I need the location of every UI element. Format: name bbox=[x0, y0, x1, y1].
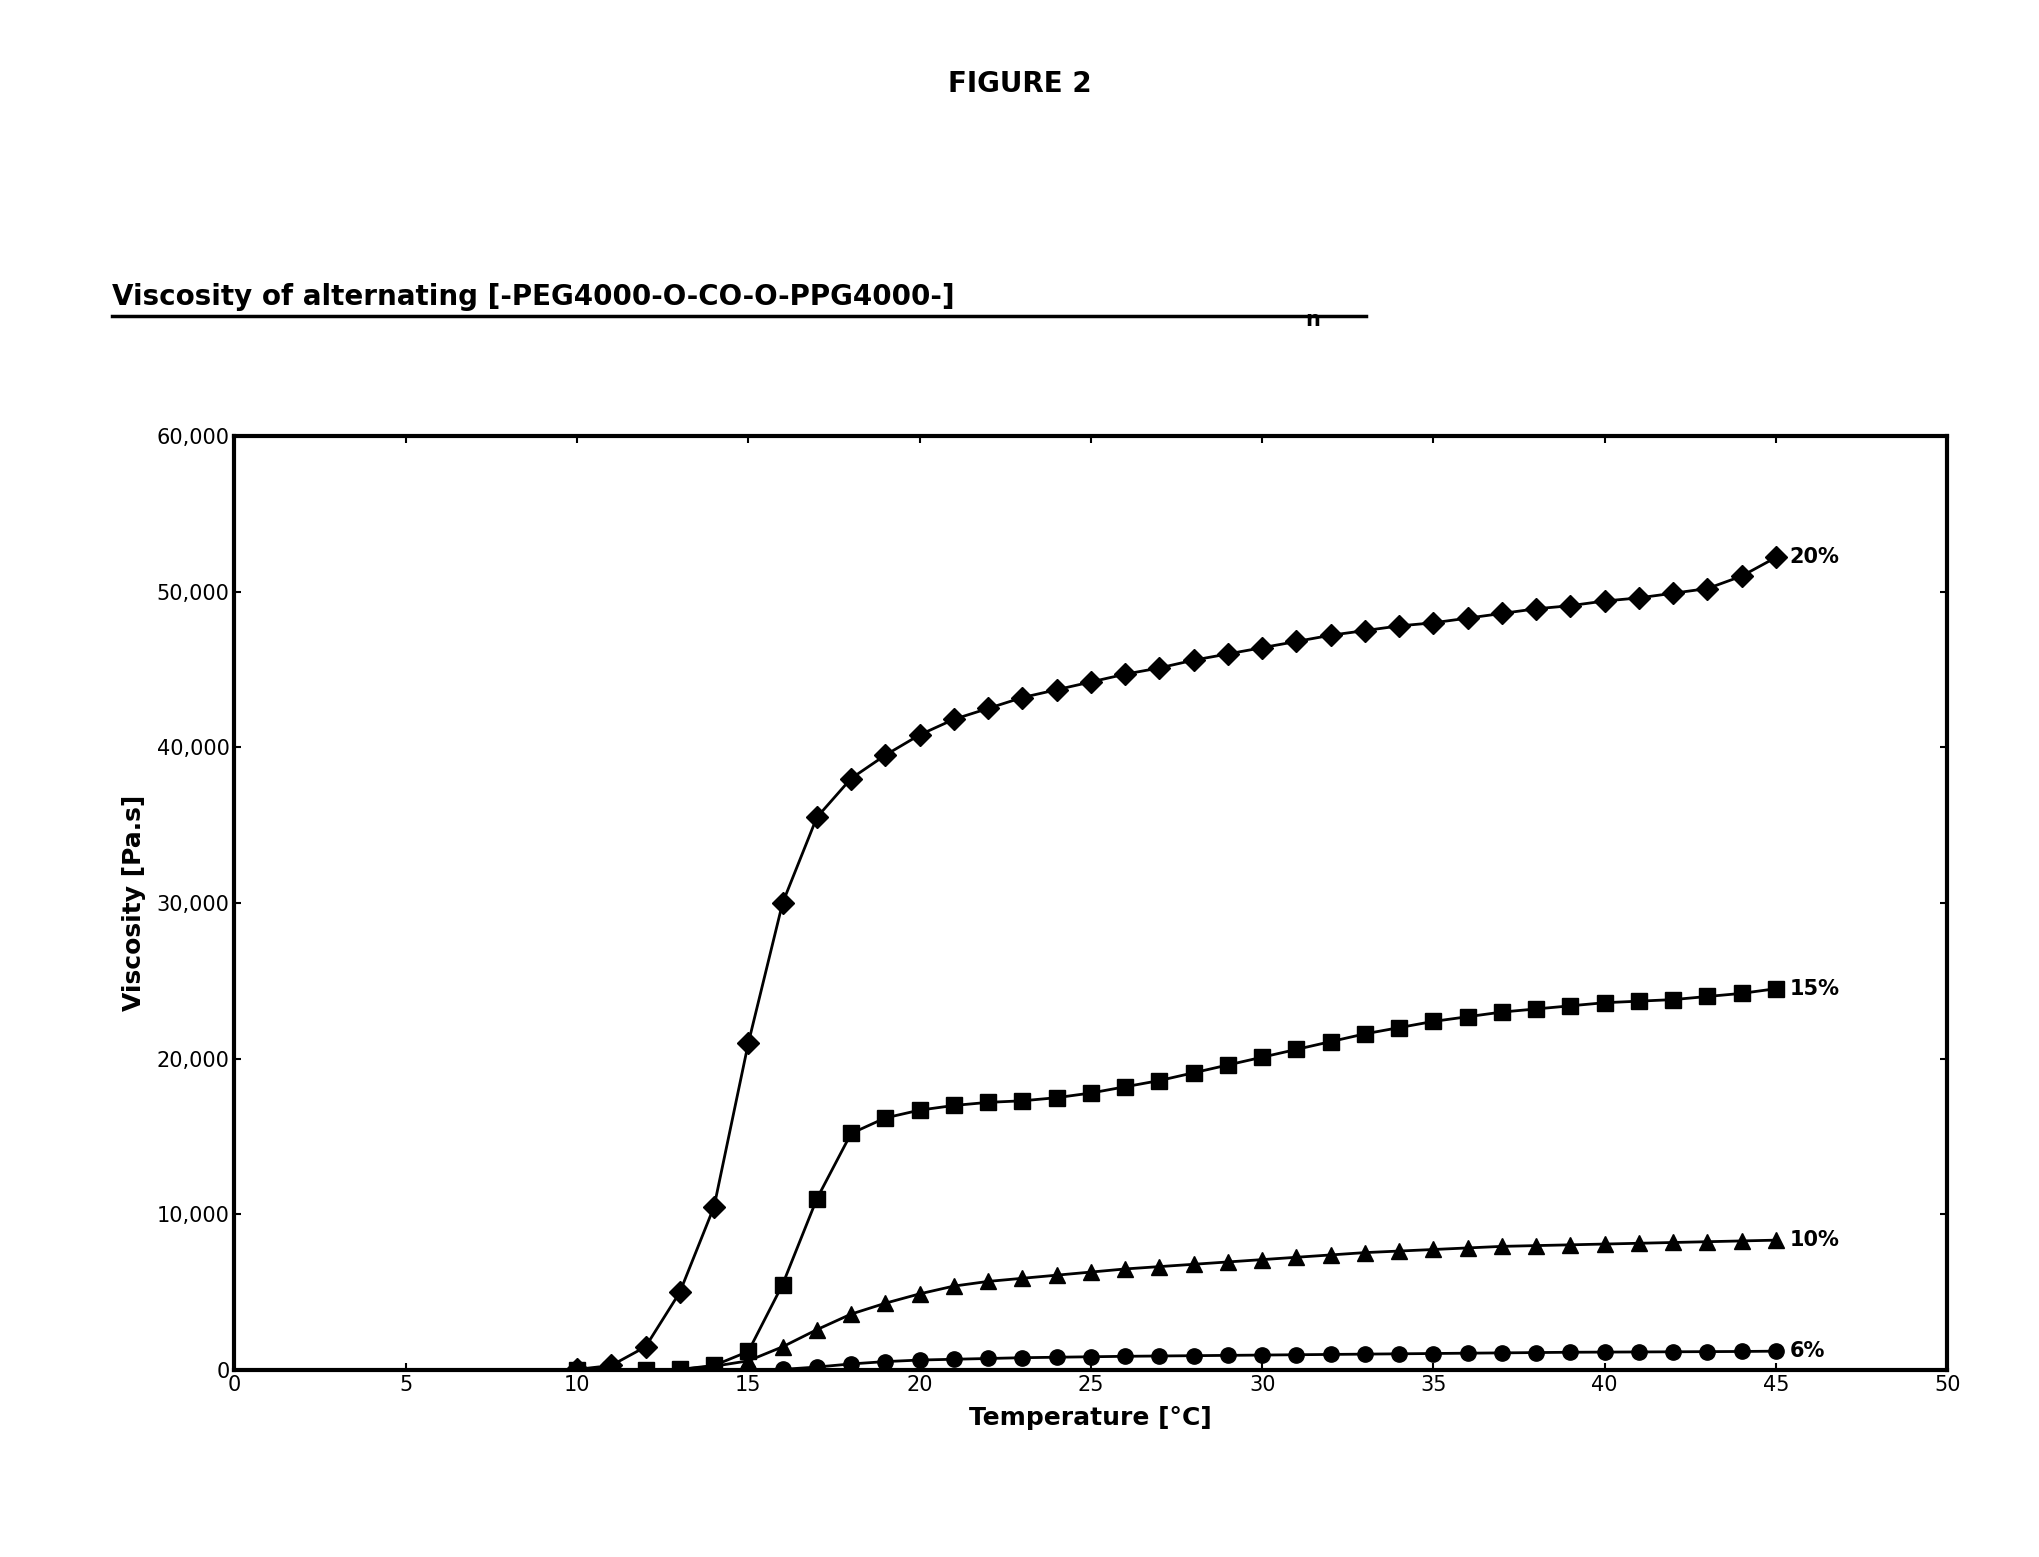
Text: 20%: 20% bbox=[1790, 548, 1839, 567]
Text: 15%: 15% bbox=[1790, 979, 1839, 998]
Y-axis label: Viscosity [Pa.s]: Viscosity [Pa.s] bbox=[122, 796, 145, 1010]
Text: 6%: 6% bbox=[1790, 1341, 1825, 1361]
X-axis label: Temperature [°C]: Temperature [°C] bbox=[969, 1406, 1213, 1431]
Text: FIGURE 2: FIGURE 2 bbox=[948, 70, 1091, 98]
Text: Viscosity of alternating [-PEG4000-O-CO-O-PPG4000-]: Viscosity of alternating [-PEG4000-O-CO-… bbox=[112, 283, 954, 311]
Text: n: n bbox=[1305, 310, 1319, 330]
Text: 10%: 10% bbox=[1790, 1230, 1839, 1250]
